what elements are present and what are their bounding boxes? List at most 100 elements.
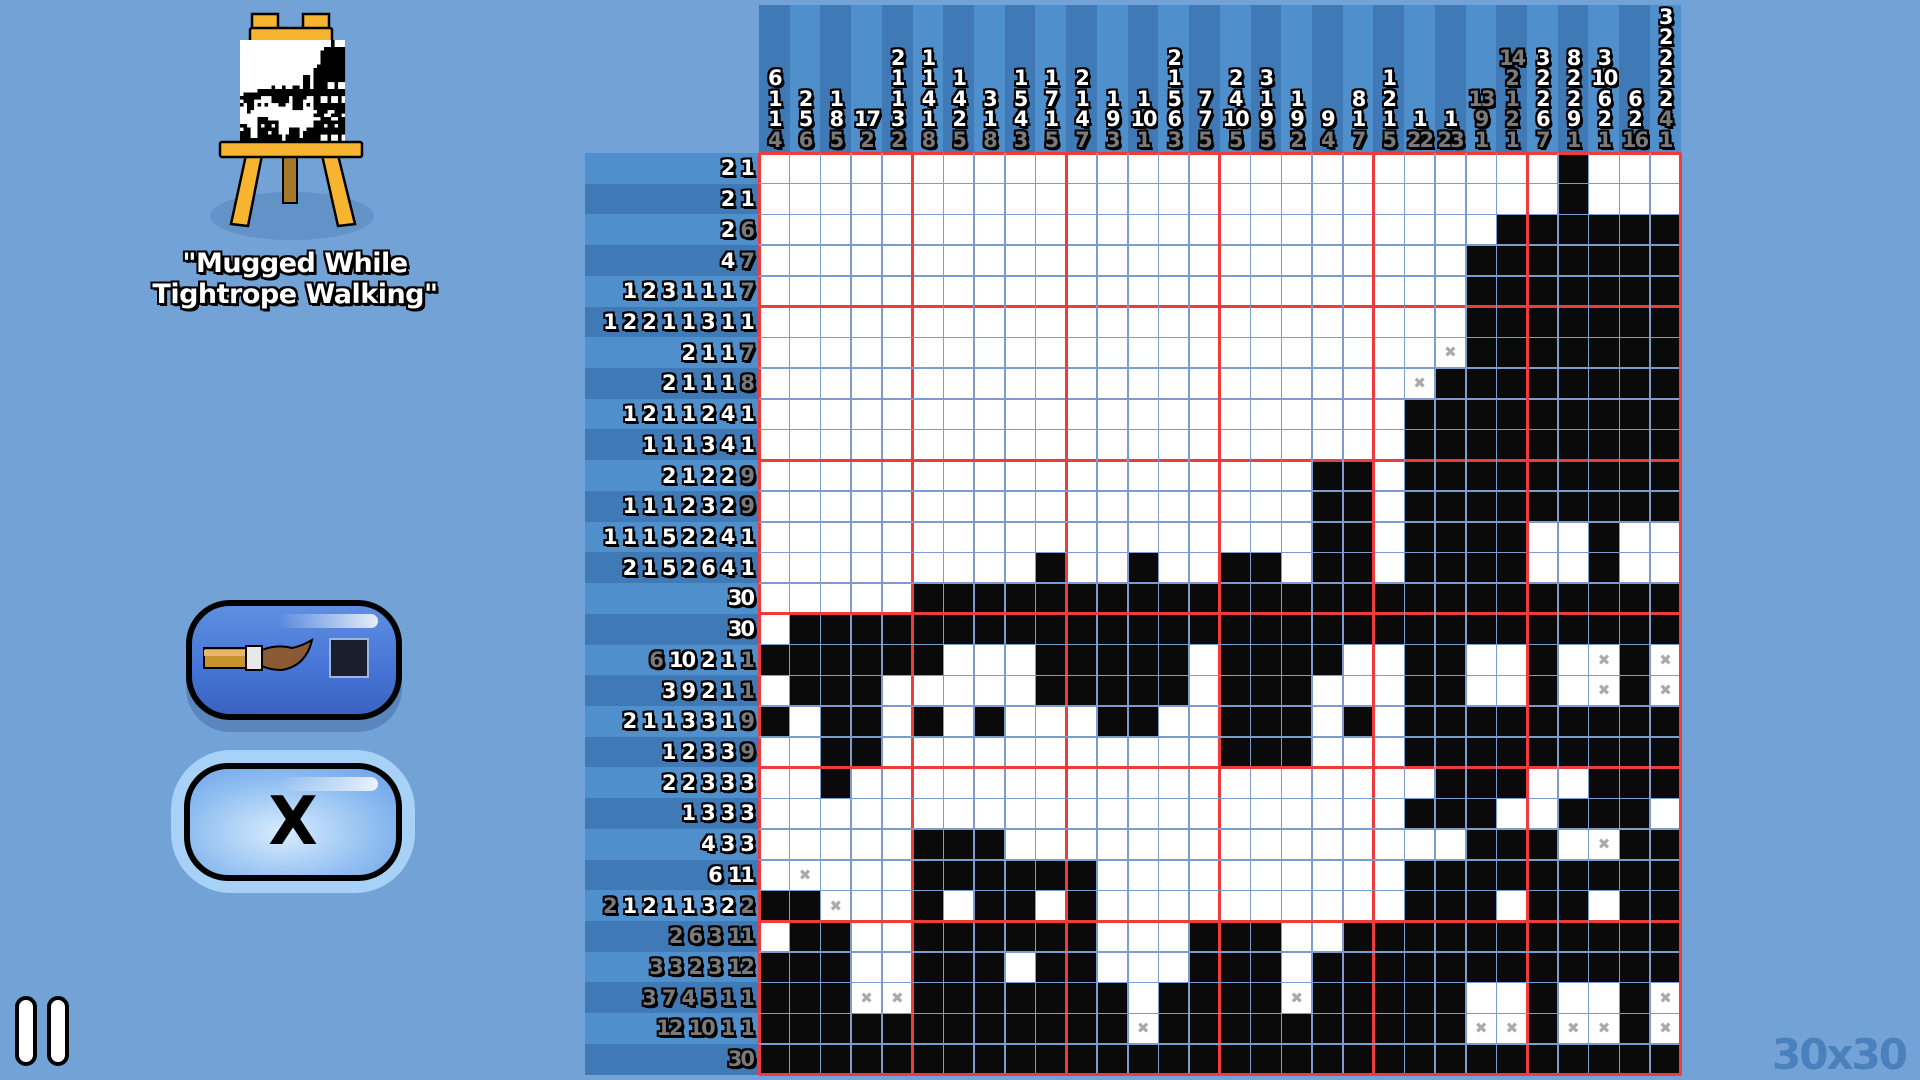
- grid-cell-filled[interactable]: [1219, 1044, 1251, 1075]
- grid-cell[interactable]: [1251, 337, 1282, 368]
- grid-cell[interactable]: [1281, 952, 1312, 983]
- grid-cell-filled[interactable]: [1465, 613, 1497, 645]
- grid-cell[interactable]: [1374, 399, 1405, 430]
- pause-button[interactable]: [14, 995, 70, 1067]
- grid-cell-filled[interactable]: [789, 1044, 821, 1075]
- grid-cell[interactable]: [1128, 460, 1159, 491]
- grid-cell[interactable]: [943, 430, 974, 461]
- grid-cell[interactable]: [1158, 552, 1189, 583]
- grid-cell[interactable]: [1189, 675, 1220, 706]
- grid-cell[interactable]: [1312, 860, 1343, 891]
- grid-cell[interactable]: [1189, 214, 1220, 245]
- grid-cell-filled[interactable]: [1127, 706, 1159, 737]
- grid-cell-filled[interactable]: [1650, 214, 1681, 246]
- grid-cell[interactable]: [1005, 522, 1036, 553]
- grid-cell[interactable]: [1128, 245, 1159, 276]
- grid-cell[interactable]: [1066, 337, 1097, 368]
- grid-cell[interactable]: [790, 184, 821, 215]
- grid-cell[interactable]: [1005, 276, 1036, 307]
- grid-cell-filled[interactable]: [1496, 275, 1528, 307]
- grid-cell-marked[interactable]: [1589, 675, 1620, 706]
- grid-cell-filled[interactable]: [1465, 859, 1497, 891]
- grid-cell[interactable]: [1281, 184, 1312, 215]
- grid-cell[interactable]: [1097, 460, 1128, 491]
- grid-cell-filled[interactable]: [820, 736, 852, 768]
- grid-cell[interactable]: [759, 368, 790, 399]
- grid-cell[interactable]: [851, 860, 882, 891]
- grid-cell[interactable]: [1343, 276, 1374, 307]
- grid-cell[interactable]: [1281, 491, 1312, 522]
- grid-cell[interactable]: [913, 307, 944, 338]
- grid-cell-filled[interactable]: [1404, 644, 1436, 676]
- grid-cell[interactable]: [1005, 307, 1036, 338]
- grid-cell-filled[interactable]: [912, 613, 944, 645]
- grid-cell[interactable]: [1005, 829, 1036, 860]
- grid-cell-filled[interactable]: [1619, 1013, 1651, 1045]
- grid-cell-filled[interactable]: [881, 613, 913, 645]
- grid-cell[interactable]: [913, 768, 944, 799]
- grid-cell[interactable]: [1650, 184, 1681, 215]
- grid-cell-filled[interactable]: [1435, 1013, 1466, 1045]
- grid-cell-filled[interactable]: [759, 706, 790, 737]
- grid-cell-filled[interactable]: [1189, 1013, 1220, 1045]
- grid-cell[interactable]: [1128, 921, 1159, 952]
- grid-cell[interactable]: [1128, 952, 1159, 983]
- grid-cell-filled[interactable]: [1219, 706, 1251, 737]
- grid-cell[interactable]: [1066, 737, 1097, 768]
- grid-cell[interactable]: [1281, 307, 1312, 338]
- grid-cell-filled[interactable]: [1465, 706, 1497, 737]
- grid-cell-filled[interactable]: [1496, 521, 1528, 553]
- grid-cell-filled[interactable]: [1588, 798, 1620, 830]
- grid-cell[interactable]: [1343, 337, 1374, 368]
- grid-cell-filled[interactable]: [1342, 613, 1374, 645]
- grid-cell-filled[interactable]: [1619, 491, 1651, 522]
- grid-cell[interactable]: [851, 921, 882, 952]
- grid-cell-filled[interactable]: [789, 982, 821, 1014]
- grid-cell-filled[interactable]: [1219, 951, 1251, 983]
- grid-cell-filled[interactable]: [1373, 1013, 1405, 1045]
- grid-cell-filled[interactable]: [1465, 1044, 1497, 1075]
- grid-cell[interactable]: [1281, 460, 1312, 491]
- grid-cell[interactable]: [913, 737, 944, 768]
- grid-cell[interactable]: [1189, 737, 1220, 768]
- grid-cell[interactable]: [943, 214, 974, 245]
- grid-cell[interactable]: [1158, 491, 1189, 522]
- grid-cell-filled[interactable]: [1158, 1044, 1190, 1075]
- grid-cell-filled[interactable]: [1219, 736, 1251, 768]
- grid-cell[interactable]: [1312, 798, 1343, 829]
- grid-cell-marked[interactable]: [1589, 1013, 1620, 1044]
- grid-cell[interactable]: [1619, 522, 1650, 553]
- grid-cell-filled[interactable]: [1097, 1013, 1128, 1045]
- grid-cell-filled[interactable]: [1435, 890, 1466, 922]
- grid-cell[interactable]: [1189, 153, 1220, 184]
- grid-cell-filled[interactable]: [943, 921, 975, 952]
- grid-cell[interactable]: [1374, 645, 1405, 676]
- grid-cell-filled[interactable]: [1496, 829, 1528, 860]
- grid-cell[interactable]: [974, 460, 1005, 491]
- grid-cell-marked[interactable]: [1650, 675, 1681, 706]
- grid-cell-filled[interactable]: [1619, 736, 1651, 768]
- grid-cell[interactable]: [759, 276, 790, 307]
- grid-cell-filled[interactable]: [1557, 460, 1589, 492]
- grid-cell[interactable]: [851, 368, 882, 399]
- grid-cell-filled[interactable]: [1281, 675, 1313, 707]
- grid-cell[interactable]: [1189, 184, 1220, 215]
- grid-cell-filled[interactable]: [1527, 460, 1558, 492]
- grid-cell-filled[interactable]: [1527, 306, 1558, 338]
- grid-cell-filled[interactable]: [1619, 460, 1651, 492]
- grid-cell[interactable]: [1128, 214, 1159, 245]
- grid-cell-filled[interactable]: [1650, 613, 1681, 645]
- grid-cell[interactable]: [851, 952, 882, 983]
- grid-cell[interactable]: [1005, 552, 1036, 583]
- grid-cell[interactable]: [913, 675, 944, 706]
- grid-cell-filled[interactable]: [1035, 1044, 1067, 1075]
- grid-cell[interactable]: [1374, 460, 1405, 491]
- grid-cell-filled[interactable]: [1219, 982, 1251, 1014]
- grid-cell[interactable]: [1466, 214, 1497, 245]
- grid-cell-filled[interactable]: [1650, 829, 1681, 860]
- grid-cell-filled[interactable]: [1435, 1044, 1466, 1075]
- grid-cell-filled[interactable]: [1066, 613, 1098, 645]
- grid-cell-filled[interactable]: [1404, 521, 1436, 553]
- grid-cell[interactable]: [1374, 522, 1405, 553]
- grid-cell-filled[interactable]: [1557, 214, 1589, 246]
